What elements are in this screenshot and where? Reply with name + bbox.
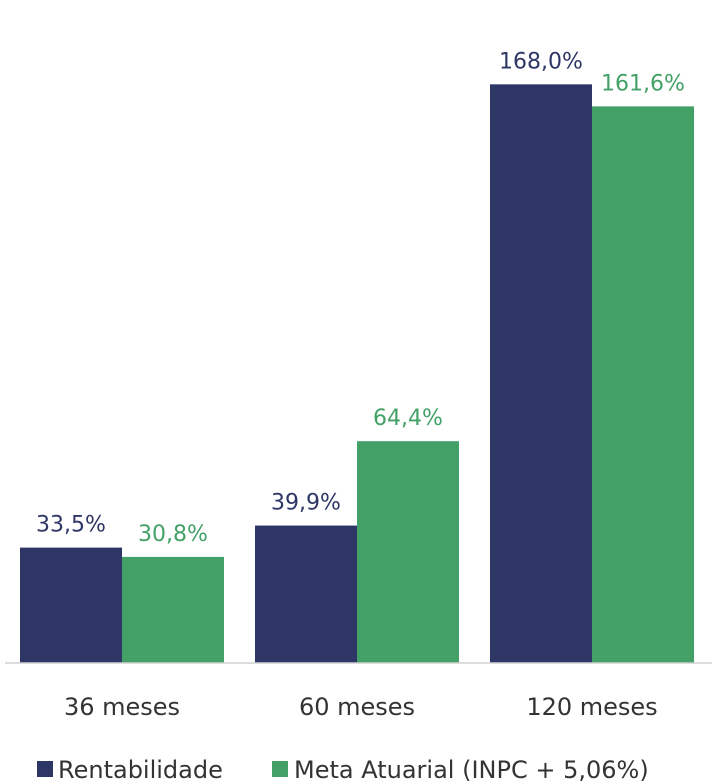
category-label-3: 120 meses: [526, 693, 657, 721]
legend-label-meta-atuarial: Meta Atuarial (INPC + 5,06%): [294, 756, 649, 783]
category-label-2: 60 meses: [299, 693, 415, 721]
bar-meta-atuarial-3: [592, 106, 694, 663]
bar-rentabilidade-3: [490, 84, 592, 664]
legend-label-rentabilidade: Rentabilidade: [58, 756, 223, 783]
bar-rentabilidade-2: [255, 525, 357, 663]
bars-group: [20, 84, 694, 664]
value-labels-group: 33,5% 30,8% 39,9% 64,4% 168,0% 161,6%: [36, 49, 685, 547]
bar-meta-atuarial-2: [357, 441, 459, 663]
category-label-1: 36 meses: [64, 693, 180, 721]
value-label-meta-atuarial-3: 161,6%: [601, 71, 685, 96]
bar-meta-atuarial-1: [122, 556, 224, 663]
value-label-meta-atuarial-1: 30,8%: [138, 522, 208, 547]
value-label-meta-atuarial-2: 64,4%: [373, 406, 443, 431]
legend: Rentabilidade Meta Atuarial (INPC + 5,06%…: [37, 756, 649, 783]
bar-rentabilidade-1: [20, 547, 122, 663]
value-label-rentabilidade-1: 33,5%: [36, 513, 106, 538]
legend-swatch-rentabilidade: [37, 761, 53, 777]
value-label-rentabilidade-3: 168,0%: [499, 49, 583, 74]
value-label-rentabilidade-2: 39,9%: [271, 491, 341, 516]
legend-swatch-meta-atuarial: [272, 761, 288, 777]
category-labels-group: 36 meses 60 meses 120 meses: [64, 693, 658, 721]
